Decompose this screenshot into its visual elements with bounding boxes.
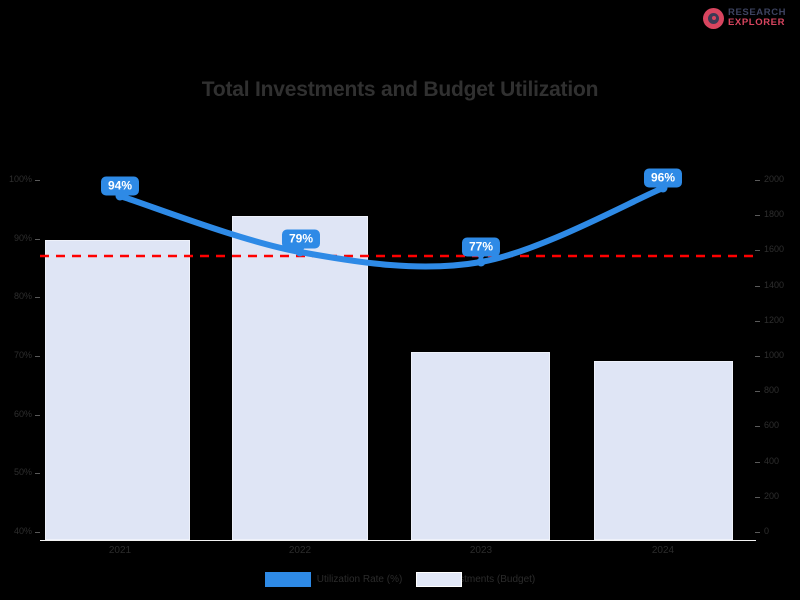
bar-2024[interactable] <box>594 361 733 540</box>
data-label-2021: 94% <box>100 176 140 200</box>
left-axis-tick <box>35 473 40 475</box>
data-label-2023: 77% <box>461 237 501 261</box>
bar-2021[interactable] <box>45 240 190 540</box>
data-label-2024: 96% <box>643 168 683 192</box>
right-axis-tick <box>755 180 760 181</box>
brand-logo: RESEARCH EXPLORER <box>703 3 795 33</box>
right-axis-label: 1600 <box>764 244 785 255</box>
left-axis-label: 90% <box>13 232 32 243</box>
plot-area <box>40 175 755 540</box>
left-axis-label: 80% <box>13 291 32 302</box>
right-axis-label: 400 <box>764 455 780 466</box>
right-axis-label: 1000 <box>764 350 785 360</box>
left-axis-label: 40% <box>13 526 32 536</box>
right-axis-tick <box>755 356 760 357</box>
left-axis-tick <box>35 238 40 240</box>
right-axis-tick <box>755 250 760 252</box>
left-axis-tick <box>35 414 40 416</box>
right-axis-label: 2000 <box>764 174 785 184</box>
right-axis-label: 200 <box>764 490 780 501</box>
left-axis-label: 50% <box>13 467 32 478</box>
axis-baseline <box>40 540 756 541</box>
right-axis-tick <box>755 320 760 322</box>
legend-label: Total Investments (Budget) <box>416 574 536 585</box>
x-axis-label-2024: 2024 <box>651 545 675 556</box>
right-axis-tick <box>755 532 760 533</box>
logo-text-line2: EXPLORER <box>728 17 786 28</box>
left-axis-tick <box>35 180 40 181</box>
x-axis-label-2021: 2021 <box>108 545 132 556</box>
right-axis-tick <box>755 461 760 463</box>
right-axis-label: 1400 <box>764 279 785 290</box>
right-axis-label: 0 <box>764 526 770 536</box>
chart-title: Total Investments and Budget Utilization <box>201 78 599 101</box>
left-axis-tick <box>35 356 40 357</box>
data-label-2022: 79% <box>281 229 321 253</box>
logo-target-icon <box>703 7 724 29</box>
right-axis-tick <box>755 285 760 287</box>
bar-2023[interactable] <box>411 352 550 540</box>
right-axis-tick <box>755 215 760 217</box>
right-axis-tick <box>755 426 760 428</box>
legend-label: Utilization Rate (%) <box>316 574 403 585</box>
right-axis-label: 1800 <box>764 209 785 220</box>
right-axis-label: 600 <box>764 420 780 431</box>
legend-item-1[interactable]: Total Investments (Budget) <box>416 572 536 587</box>
legend-item-0[interactable]: Utilization Rate (%) <box>264 572 403 587</box>
left-axis-tick <box>35 532 40 533</box>
left-axis-label: 70% <box>13 350 32 360</box>
right-axis-label: 800 <box>764 385 780 396</box>
legend-swatch-line <box>264 572 311 587</box>
bar-2022[interactable] <box>232 216 368 540</box>
chart-legend: Utilization Rate (%) Total Investments (B… <box>0 572 800 587</box>
logo-text-line1: RESEARCH <box>728 7 787 19</box>
x-axis-label-2023: 2023 <box>469 545 493 556</box>
right-axis-tick <box>755 391 760 393</box>
left-axis-label: 60% <box>13 408 32 419</box>
right-axis-tick <box>755 496 760 498</box>
right-axis-label: 1200 <box>764 314 785 325</box>
left-axis-label: 100% <box>8 174 32 184</box>
left-axis-tick <box>35 297 40 299</box>
x-axis-label-2022: 2022 <box>288 545 312 556</box>
legend-swatch-bar <box>416 572 463 587</box>
